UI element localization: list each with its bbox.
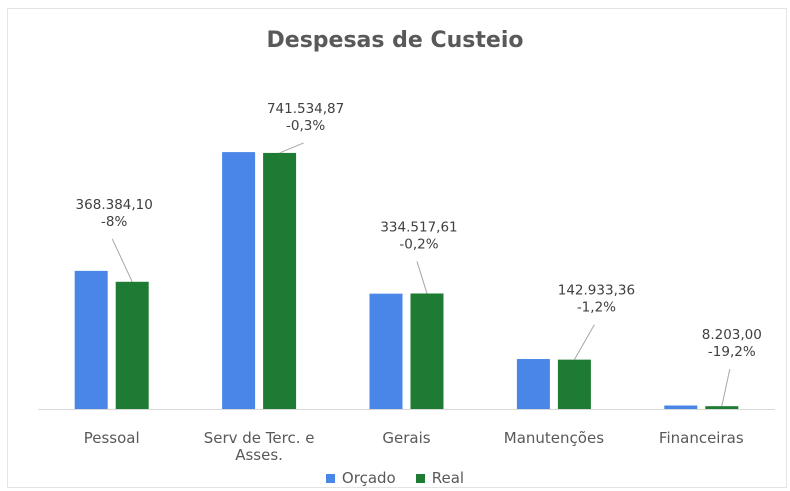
- legend-label-real: Real: [431, 469, 465, 487]
- bar-real-2: [410, 293, 444, 409]
- data-label-variation-1: -0,3%: [286, 118, 325, 134]
- data-label-variation-4: -19,2%: [708, 344, 756, 360]
- chart-border: [7, 8, 787, 488]
- bar-real-0: [115, 281, 149, 409]
- bar-orcado-1: [222, 152, 256, 409]
- category-label-1-line-1: Asses.: [235, 446, 283, 464]
- category-label-0: Pessoal: [84, 429, 140, 447]
- data-label-value-1: 741.534,87: [267, 101, 344, 117]
- bar-orcado-0: [74, 270, 108, 409]
- leader-line-1: [279, 142, 304, 154]
- leader-line-3: [573, 324, 595, 360]
- category-label-1-line-0: Serv de Terc. e: [204, 429, 315, 447]
- legend-label-orcado: Orçado: [341, 469, 396, 487]
- category-label-2: Gerais: [382, 429, 430, 447]
- category-label-3: Manutenções: [504, 429, 604, 447]
- bar-orcado-4: [664, 405, 698, 409]
- data-label-value-2: 334.517,61: [380, 219, 457, 235]
- category-label-4: Financeiras: [659, 429, 744, 447]
- leader-line-0: [111, 238, 133, 282]
- bar-real-3: [557, 359, 591, 409]
- bar-real-1: [263, 152, 297, 410]
- data-label-value-3: 142.933,36: [558, 283, 635, 299]
- data-label-variation-3: -1,2%: [577, 300, 616, 316]
- legend-item-real: Real: [415, 469, 465, 487]
- data-label-value-4: 8.203,00: [702, 327, 762, 343]
- chart-title: Despesas de Custeio: [266, 28, 524, 53]
- leader-line-4: [721, 369, 731, 407]
- legend-item-orcado: Orçado: [325, 469, 396, 487]
- legend-swatch-real: [415, 473, 425, 483]
- bar-orcado-2: [369, 293, 403, 409]
- bar-orcado-3: [516, 359, 550, 409]
- legend-swatch-orcado: [325, 473, 335, 483]
- leader-line-2: [416, 261, 428, 294]
- legend: Orçado Real: [0, 469, 790, 487]
- bar-real-4: [705, 406, 739, 409]
- data-label-variation-2: -0,2%: [399, 236, 438, 252]
- data-label-value-0: 368.384,10: [76, 197, 153, 213]
- data-label-variation-0: -8%: [101, 214, 127, 230]
